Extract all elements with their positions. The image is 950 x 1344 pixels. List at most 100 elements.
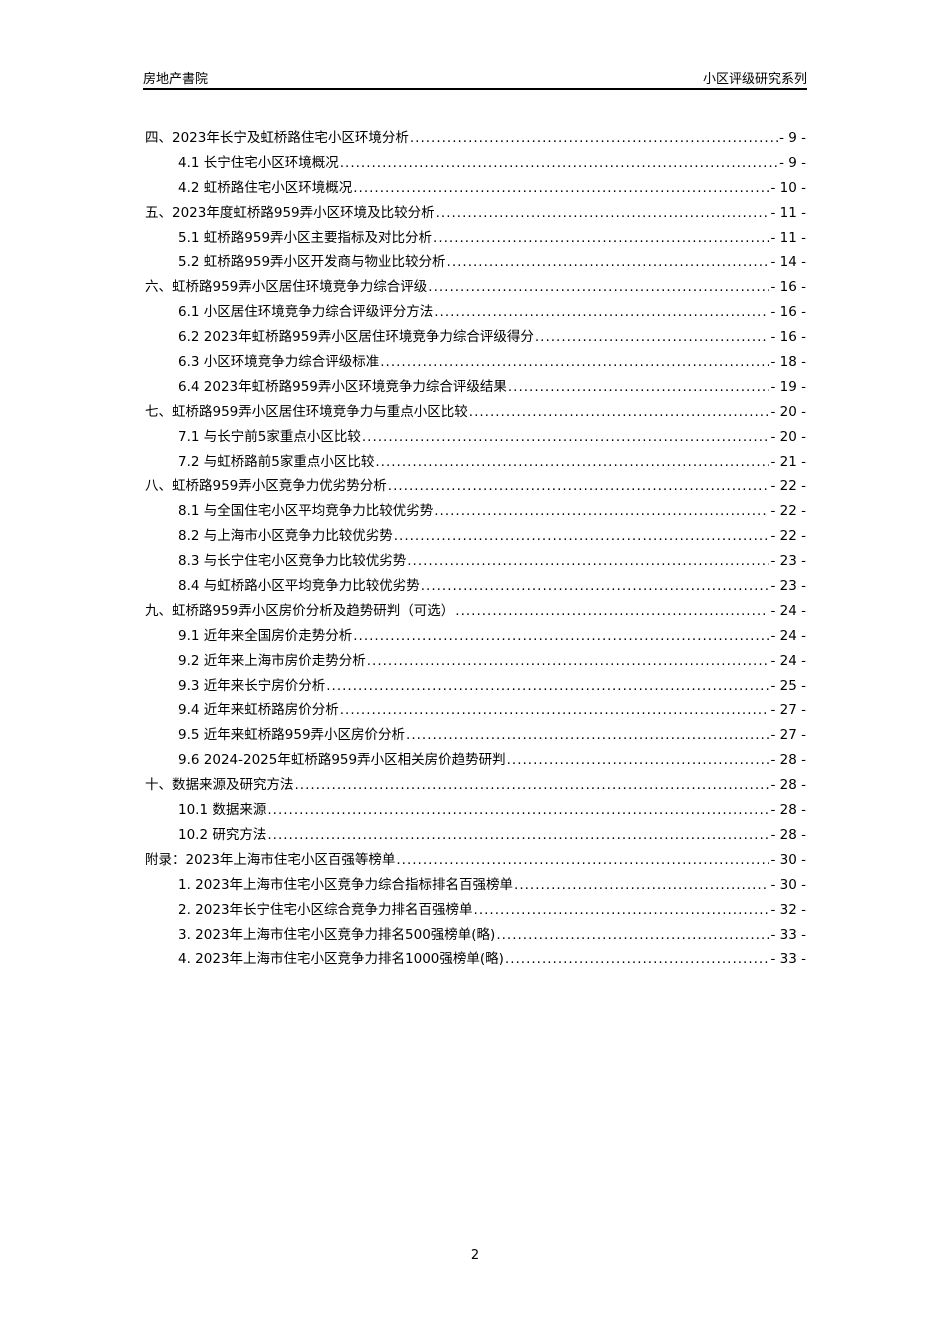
- toc-entry[interactable]: 9.5 近年来虹桥路959弄小区房价分析 - 27 -: [145, 723, 806, 748]
- toc-leader-dots: [535, 329, 770, 345]
- toc-entry-title: 4.2 虹桥路住宅小区环境概况: [178, 179, 353, 196]
- toc-entry-title: 4.1 长宁住宅小区环境概况: [178, 154, 339, 171]
- toc-entry-title: 四、2023年长宁及虹桥路住宅小区环境分析: [145, 130, 409, 146]
- toc-entry[interactable]: 七、虹桥路959弄小区居住环境竞争力与重点小区比较 - 20 -: [145, 400, 806, 425]
- toc-entry-page: - 24 -: [770, 652, 806, 669]
- toc-entry-title: 6.3 小区环境竞争力综合评级标准: [178, 354, 380, 371]
- toc-entry[interactable]: 十、数据来源及研究方法 - 28 -: [145, 773, 806, 798]
- toc-entry-title: 5.2 虹桥路959弄小区开发商与物业比较分析: [178, 254, 446, 271]
- toc-leader-dots: [508, 379, 770, 395]
- toc-entry-page: - 20 -: [770, 428, 806, 445]
- toc-entry-title: 八、虹桥路959弄小区竞争力优劣势分析: [145, 478, 387, 495]
- toc-entry-page: - 11 -: [770, 204, 806, 221]
- toc-entry[interactable]: 9.4 近年来虹桥路房价分析 - 27 -: [145, 698, 806, 723]
- toc-entry-title: 5.1 虹桥路959弄小区主要指标及对比分析: [178, 229, 433, 246]
- toc-entry-title: 6.4 2023年虹桥路959弄小区环境竞争力综合评级结果: [178, 378, 507, 395]
- toc-leader-dots: [267, 827, 769, 843]
- toc-leader-dots: [394, 528, 770, 544]
- toc-entry-page: - 16 -: [770, 329, 806, 346]
- toc-entry[interactable]: 8.4 与虹桥路小区平均竞争力比较优劣势 - 23 -: [145, 574, 806, 599]
- toc-entry-page: - 28 -: [770, 802, 806, 819]
- toc-entry[interactable]: 8.2 与上海市小区竞争力比较优劣势 - 22 -: [145, 524, 806, 549]
- toc-entry-page: - 22 -: [770, 528, 806, 545]
- toc-entry[interactable]: 6.1 小区居住环境竞争力综合评级评分方法 - 16 -: [145, 300, 806, 325]
- toc-entry-title: 10.2 研究方法: [178, 826, 267, 843]
- toc-entry-title: 九、虹桥路959弄小区房价分析及趋势研判（可选）: [145, 602, 455, 619]
- toc-entry[interactable]: 10.1 数据来源 - 28 -: [145, 798, 806, 823]
- toc-entry-title: 9.4 近年来虹桥路房价分析: [178, 702, 339, 719]
- toc-entry-title: 7.2 与虹桥路前5家重点小区比较: [178, 453, 375, 470]
- toc-entry[interactable]: 2. 2023年长宁住宅小区综合竞争力排名百强榜单 - 32 -: [145, 898, 806, 923]
- toc-entry-title: 六、虹桥路959弄小区居住环境竞争力综合评级: [145, 279, 428, 296]
- toc-entry-title: 2. 2023年长宁住宅小区综合竞争力排名百强榜单: [178, 901, 473, 918]
- toc-entry-page: - 28 -: [770, 752, 806, 769]
- toc-entry-page: - 9 -: [779, 154, 806, 171]
- toc-entry-title: 附录：2023年上海市住宅小区百强等榜单: [145, 851, 396, 868]
- toc-entry[interactable]: 四、2023年长宁及虹桥路住宅小区环境分析 - 9 -: [145, 126, 806, 151]
- toc-leader-dots: [474, 902, 770, 918]
- toc-leader-dots: [353, 180, 769, 196]
- toc-entry-title: 五、2023年度虹桥路959弄小区环境及比较分析: [145, 204, 435, 221]
- toc-leader-dots: [340, 702, 770, 718]
- toc-entry[interactable]: 9.6 2024-2025年虹桥路959弄小区相关房价趋势研判 - 28 -: [145, 748, 806, 773]
- toc-entry-page: - 27 -: [770, 727, 806, 744]
- table-of-contents: 四、2023年长宁及虹桥路住宅小区环境分析- 9 -4.1 长宁住宅小区环境概况…: [145, 126, 806, 972]
- toc-entry-page: - 27 -: [770, 702, 806, 719]
- toc-entry[interactable]: 5.1 虹桥路959弄小区主要指标及对比分析 - 11 -: [145, 226, 806, 251]
- toc-leader-dots: [340, 155, 778, 171]
- toc-leader-dots: [406, 727, 769, 743]
- toc-entry-title: 3. 2023年上海市住宅小区竞争力排名500强榜单(略): [178, 926, 496, 943]
- toc-entry[interactable]: 九、虹桥路959弄小区房价分析及趋势研判（可选） - 24 -: [145, 599, 806, 624]
- toc-entry[interactable]: 7.2 与虹桥路前5家重点小区比较 - 21 -: [145, 450, 806, 475]
- toc-entry[interactable]: 6.4 2023年虹桥路959弄小区环境竞争力综合评级结果 - 19 -: [145, 375, 806, 400]
- toc-entry-page: - 22 -: [770, 478, 806, 495]
- toc-entry-page: - 30 -: [770, 851, 806, 868]
- toc-leader-dots: [396, 852, 769, 868]
- toc-entry[interactable]: 8.3 与长宁住宅小区竞争力比较优劣势 - 23 -: [145, 549, 806, 574]
- toc-entry[interactable]: 10.2 研究方法 - 28 -: [145, 823, 806, 848]
- toc-entry-title: 1. 2023年上海市住宅小区竞争力综合指标排名百强榜单: [178, 876, 514, 893]
- toc-entry[interactable]: 4.1 长宁住宅小区环境概况 - 9 -: [145, 151, 806, 176]
- toc-leader-dots: [447, 254, 770, 270]
- toc-entry[interactable]: 5.2 虹桥路959弄小区开发商与物业比较分析 - 14 -: [145, 250, 806, 275]
- toc-entry[interactable]: 9.3 近年来长宁房价分析 - 25 -: [145, 674, 806, 699]
- toc-entry-title: 十、数据来源及研究方法: [145, 777, 294, 794]
- toc-entry-page: - 24 -: [770, 602, 806, 619]
- toc-entry-page: - 16 -: [770, 279, 806, 296]
- toc-entry-page: - 11 -: [770, 229, 806, 246]
- toc-entry[interactable]: 附录：2023年上海市住宅小区百强等榜单 - 30 -: [145, 848, 806, 873]
- toc-entry-page: - 32 -: [770, 901, 806, 918]
- toc-entry[interactable]: 4. 2023年上海市住宅小区竞争力排名1000强榜单(略) - 33 -: [145, 947, 806, 972]
- toc-leader-dots: [362, 429, 770, 445]
- toc-leader-dots: [267, 802, 769, 818]
- toc-entry[interactable]: 9.1 近年来全国房价走势分析 - 24 -: [145, 624, 806, 649]
- toc-entry-title: 8.2 与上海市小区竞争力比较优劣势: [178, 528, 393, 545]
- toc-entry-page: - 21 -: [770, 453, 806, 470]
- toc-entry[interactable]: 9.2 近年来上海市房价走势分析 - 24 -: [145, 649, 806, 674]
- toc-entry[interactable]: 八、虹桥路959弄小区竞争力优劣势分析 - 22 -: [145, 474, 806, 499]
- page-number: 2: [470, 1248, 480, 1263]
- toc-entry[interactable]: 7.1 与长宁前5家重点小区比较 - 20 -: [145, 425, 806, 450]
- toc-leader-dots: [514, 877, 769, 893]
- toc-entry[interactable]: 1. 2023年上海市住宅小区竞争力综合指标排名百强榜单 - 30 -: [145, 873, 806, 898]
- toc-entry[interactable]: 4.2 虹桥路住宅小区环境概况 - 10 -: [145, 176, 806, 201]
- toc-entry-page: - 33 -: [770, 926, 806, 943]
- toc-entry[interactable]: 6.2 2023年虹桥路959弄小区居住环境竞争力综合评级得分 - 16 -: [145, 325, 806, 350]
- toc-leader-dots: [410, 130, 778, 146]
- toc-leader-dots: [507, 752, 770, 768]
- toc-leader-dots: [421, 578, 770, 594]
- toc-entry[interactable]: 8.1 与全国住宅小区平均竞争力比较优劣势 - 22 -: [145, 499, 806, 524]
- toc-entry-page: - 9 -: [779, 130, 806, 146]
- toc-entry-page: - 30 -: [770, 876, 806, 893]
- toc-entry[interactable]: 6.3 小区环境竞争力综合评级标准 - 18 -: [145, 350, 806, 375]
- toc-leader-dots: [433, 230, 769, 246]
- toc-entry-title: 10.1 数据来源: [178, 802, 267, 819]
- toc-leader-dots: [434, 503, 769, 519]
- toc-leader-dots: [353, 628, 769, 644]
- toc-entry[interactable]: 3. 2023年上海市住宅小区竞争力排名500强榜单(略) - 33 -: [145, 923, 806, 948]
- toc-entry-page: - 20 -: [770, 403, 806, 420]
- toc-entry-title: 6.2 2023年虹桥路959弄小区居住环境竞争力综合评级得分: [178, 329, 534, 346]
- header-right: 小区评级研究系列: [702, 72, 807, 87]
- toc-entry[interactable]: 六、虹桥路959弄小区居住环境竞争力综合评级 - 16 -: [145, 275, 806, 300]
- toc-entry[interactable]: 五、2023年度虹桥路959弄小区环境及比较分析 - 11 -: [145, 201, 806, 226]
